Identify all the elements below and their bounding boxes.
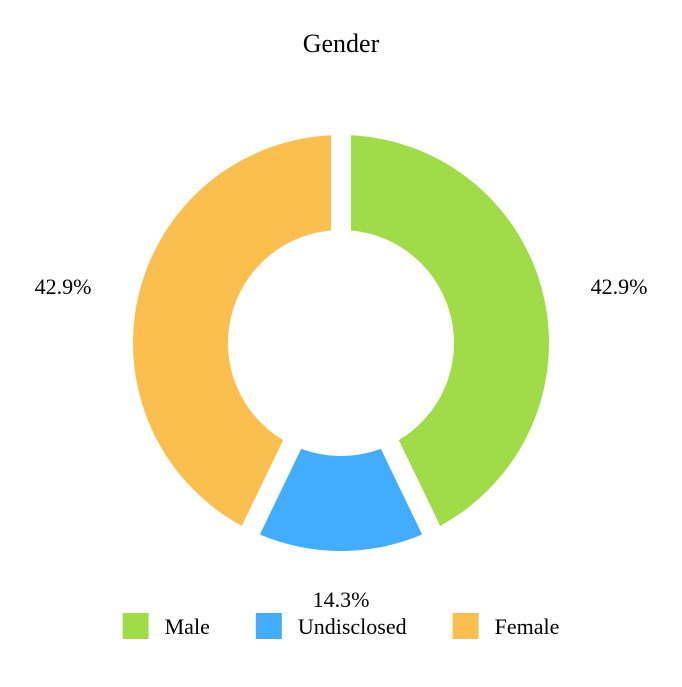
legend-label-female: Female bbox=[495, 614, 560, 639]
slice-female bbox=[132, 135, 331, 526]
legend-swatch-female bbox=[452, 613, 479, 639]
legend-item-female: Female bbox=[452, 613, 560, 639]
legend-swatch-undisclosed bbox=[255, 613, 282, 639]
legend-label-male: Male bbox=[165, 614, 210, 639]
legend-label-undisclosed: Undisclosed bbox=[298, 614, 407, 639]
data-label-male: 42.9% bbox=[591, 274, 648, 299]
legend: Male Undisclosed Female bbox=[122, 613, 560, 639]
data-label-female: 42.9% bbox=[35, 274, 92, 299]
legend-item-male: Male bbox=[122, 613, 210, 639]
donut-slices bbox=[132, 135, 549, 551]
legend-swatch-male bbox=[122, 613, 149, 639]
chart-title: Gender bbox=[303, 29, 380, 58]
data-label-undisclosed: 14.3% bbox=[313, 587, 370, 612]
slice-undisclosed bbox=[259, 448, 423, 551]
slice-male bbox=[351, 135, 549, 526]
legend-item-undisclosed: Undisclosed bbox=[255, 613, 407, 639]
slice-labels: 42.9% 14.3% 42.9% bbox=[35, 274, 648, 612]
